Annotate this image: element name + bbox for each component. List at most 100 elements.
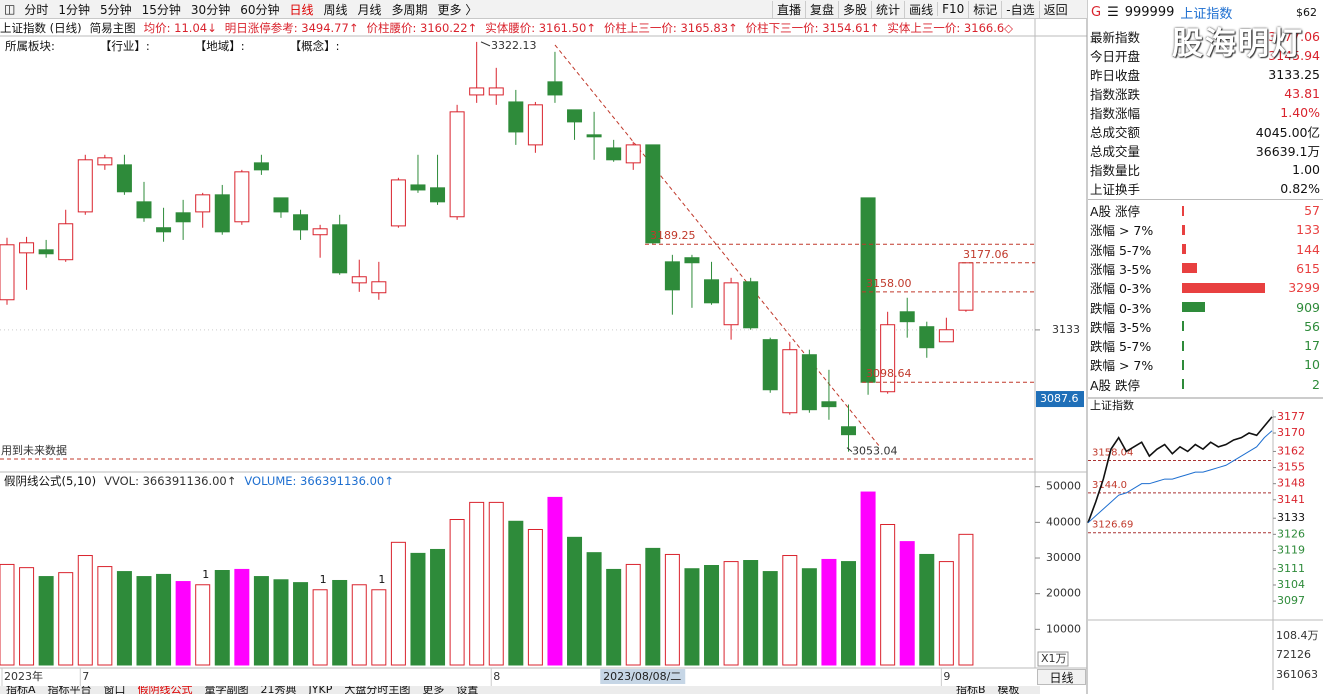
menu-icon[interactable]: ☰ (1107, 4, 1119, 20)
y-tick-label: 3126 (1277, 527, 1305, 540)
period-tab[interactable]: 分时 (24, 2, 49, 17)
footer-tab[interactable]: 指标平台 (47, 686, 92, 694)
volume-bar (743, 560, 759, 666)
footer-tab[interactable]: 更多 (422, 686, 445, 694)
breadth-label: 涨幅 0-3% (1090, 281, 1152, 297)
period-tab[interactable]: 60分钟 (240, 2, 280, 17)
candle-body (371, 281, 387, 294)
footer-tab[interactable]: 21秀典 (260, 686, 297, 694)
candle-body (899, 311, 915, 323)
footer-tab[interactable]: 窗口 (103, 686, 126, 694)
y-tick-label: 3111 (1277, 562, 1305, 575)
y-tick-label: 3148 (1277, 477, 1305, 490)
tool-button[interactable]: 统计 (871, 0, 904, 18)
volume-bar (684, 568, 700, 666)
tool-button[interactable]: 返回 (1038, 0, 1072, 18)
period-tab[interactable]: 5分钟 (100, 2, 132, 17)
candle-body (136, 201, 152, 219)
tool-button[interactable]: F10 (937, 2, 968, 16)
volume-bar (938, 561, 954, 666)
breadth-track (1180, 205, 1304, 216)
footer-tab[interactable]: 指标B (956, 686, 986, 694)
tag: $62 (1296, 5, 1317, 19)
period-label[interactable]: 日线 (1037, 669, 1086, 685)
volume-bar (762, 571, 778, 666)
candle-body (77, 159, 93, 213)
quote-value: 3177.06 (1268, 29, 1320, 44)
volume-bar (116, 571, 132, 666)
breadth-bar (1182, 321, 1184, 332)
y-tick-label: 3097 (1277, 594, 1305, 607)
candle-body (410, 184, 426, 191)
separator (1088, 199, 1323, 200)
candle-body (821, 401, 837, 408)
volume-bar (880, 523, 896, 666)
breadth-row: 跌幅 0-3% 909 (1088, 298, 1320, 317)
candle-body (606, 147, 622, 161)
window-icon[interactable]: ◫ (4, 2, 16, 16)
main-chart-name[interactable]: 简易主图 (89, 20, 136, 35)
quote-row: 昨日收盘 3133.25 (1088, 65, 1320, 84)
chart-title: 上证指数 (日线) (0, 20, 82, 35)
footer-tab[interactable]: JYKP (308, 686, 333, 694)
breadth-label: A股 跌停 (1090, 377, 1141, 393)
y-tick-label: 3133 (1277, 511, 1305, 524)
breadth-track (1180, 379, 1312, 390)
annotation-arrow (480, 41, 491, 47)
candle-body (860, 197, 876, 383)
volume-bar (664, 553, 680, 666)
volume-bar (214, 570, 230, 666)
tool-button[interactable]: -自选 (1001, 0, 1038, 18)
period-tab[interactable]: 周线 (323, 2, 348, 17)
period-tab[interactable]: 日线 (289, 2, 314, 17)
tool-button[interactable]: 多股 (838, 0, 871, 18)
footer-tab[interactable]: 模板 (997, 686, 1020, 694)
candle-body (195, 194, 211, 213)
intraday-title: 上证指数 (1090, 398, 1134, 412)
tool-button[interactable]: 标记 (968, 0, 1001, 18)
footer-tab[interactable]: 指标A (6, 686, 36, 694)
quote-label: 上证换手 (1090, 182, 1141, 197)
y-tick-label: 10000 (1046, 622, 1081, 635)
breadth-bar (1182, 205, 1184, 216)
period-tab[interactable]: 1分钟 (58, 2, 90, 17)
footer-tabs: 指标A 指标平台 窗口 假阴线公式 量学副图 21秀典 JYKP 大盘分时主图 更多 设置 (0, 686, 1040, 694)
candle-body (919, 326, 935, 349)
period-tab[interactable]: 多周期 (391, 2, 428, 17)
name: 上证指数 (1180, 6, 1233, 22)
period-tab[interactable]: 15分钟 (141, 2, 181, 17)
candle-body (684, 257, 700, 264)
breadth-label: 跌幅 0-3% (1090, 300, 1152, 316)
footer-tab[interactable]: 量学副图 (204, 686, 249, 694)
footer-tab[interactable]: 大盘分时主图 (344, 686, 411, 694)
signal-label: 1 (320, 573, 327, 586)
tool-button[interactable]: 画线 (904, 0, 937, 18)
period-tab[interactable]: 月线 (357, 2, 382, 17)
breadth-track (1180, 263, 1296, 274)
code: 999999 (1124, 4, 1175, 20)
breadth-label: 跌幅 3-5% (1090, 319, 1152, 335)
y-tick-label: 50000 (1046, 480, 1081, 493)
x-tick-label: 2023年 (4, 669, 43, 683)
footer-tab[interactable]: 假阴线公式 (137, 686, 193, 694)
quote-panel: G ☰ 999999 上证指数 $62 股海明灯 最新指数 3177.06 今日开盘… (1088, 0, 1323, 398)
prefix: G (1091, 4, 1102, 20)
period-tab[interactable]: 更多 〉 (437, 2, 478, 17)
annotation-arrow (846, 447, 853, 453)
volume-axis-label: 361063 (1276, 668, 1318, 681)
quote-row: 最新指数 3177.06 (1088, 27, 1320, 46)
volume-bar (527, 528, 543, 666)
y-tick-label: 3133 (1052, 323, 1080, 336)
watermark: 股海明灯 (1172, 26, 1304, 62)
indicator-value: 实体上三一价: 3166.6◇ (887, 20, 1014, 35)
quote-row: 指数涨跌 43.81 (1088, 84, 1320, 103)
period-tab[interactable]: 30分钟 (190, 2, 231, 17)
breadth-bar (1182, 224, 1186, 235)
volume-bar (958, 533, 974, 666)
candle-body (19, 242, 35, 254)
tool-button[interactable]: 直播 (772, 0, 805, 18)
tool-button[interactable]: 复盘 (805, 0, 838, 18)
footer-tab[interactable]: 设置 (456, 686, 479, 694)
cursor-date: 2023/08/08/二 (603, 670, 681, 683)
breadth-value: 144 (1296, 241, 1320, 257)
